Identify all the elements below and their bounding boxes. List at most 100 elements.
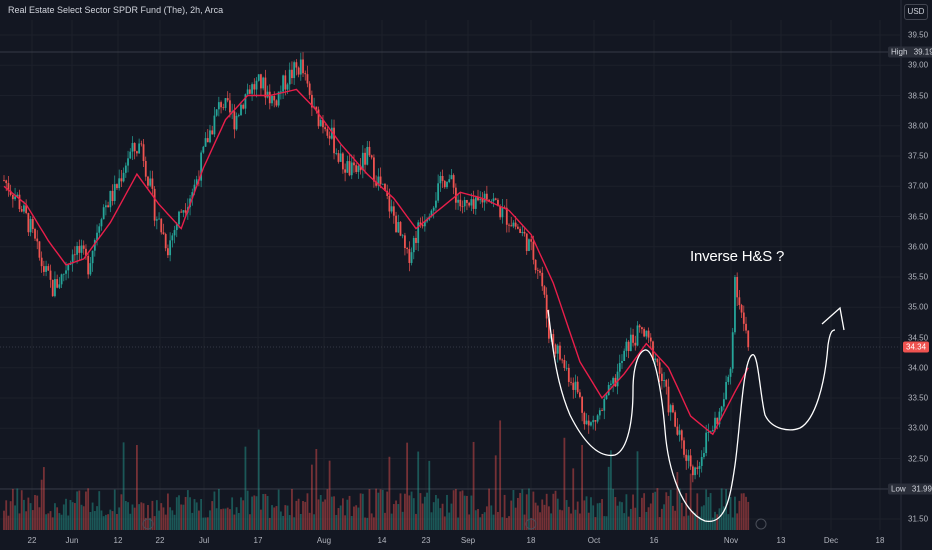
- volume-bar: [446, 494, 448, 530]
- volume-bar: [457, 517, 459, 530]
- volume-bar: [344, 515, 347, 530]
- candle-body: [392, 206, 395, 216]
- candle-body: [649, 337, 652, 342]
- volume-bar: [649, 503, 652, 530]
- volume-bar: [461, 490, 464, 530]
- moving-average-line: [3, 88, 749, 436]
- x-tick-label: 18: [526, 536, 536, 545]
- candle-body: [268, 91, 271, 104]
- x-tick-label: Jul: [198, 536, 210, 545]
- candle-body: [709, 431, 712, 433]
- volume-bar: [69, 499, 72, 530]
- candle-body: [215, 109, 218, 116]
- candle-body: [579, 392, 581, 397]
- volume-bar: [607, 466, 610, 530]
- candle-body: [718, 411, 721, 425]
- volume-bar: [676, 472, 679, 530]
- volume-bar: [691, 511, 694, 530]
- volume-bar: [248, 514, 251, 530]
- candle-body: [353, 162, 355, 166]
- volume-bar: [450, 503, 453, 530]
- volume-bar: [742, 493, 745, 530]
- volume-bar: [231, 497, 234, 530]
- volume-bar: [319, 494, 322, 530]
- volume-bar: [638, 516, 641, 530]
- candle-body: [73, 254, 76, 256]
- low-label-value: 31.99: [911, 484, 932, 494]
- volume-bar: [65, 498, 67, 530]
- volume-bar: [173, 514, 176, 530]
- volume-bar: [131, 504, 134, 530]
- candle-body: [625, 341, 628, 351]
- candle-body: [636, 325, 639, 346]
- volume-bar: [406, 442, 409, 530]
- volume-bar: [594, 517, 597, 530]
- candle-body: [623, 350, 626, 362]
- candle-body: [175, 224, 178, 231]
- candle-body: [324, 127, 327, 130]
- candle-body: [658, 362, 661, 374]
- inverse-head-shoulders-drawing[interactable]: [547, 309, 836, 522]
- candle-body: [459, 199, 462, 207]
- candle-body: [317, 109, 320, 127]
- volume-bar: [603, 516, 606, 530]
- candle-body: [432, 207, 435, 211]
- candle-body: [377, 176, 380, 186]
- volume-bar: [3, 510, 5, 530]
- candle-body: [67, 264, 70, 271]
- projection-arrow-drawing[interactable]: [821, 306, 845, 331]
- candle-body: [109, 190, 112, 208]
- candle-body: [140, 143, 143, 145]
- volume-bar: [286, 505, 289, 530]
- candle-body: [62, 273, 65, 275]
- candle-body: [373, 157, 375, 182]
- candle-body: [435, 200, 437, 208]
- volume-bar: [304, 501, 307, 530]
- volume-bar: [366, 517, 369, 530]
- event-icons[interactable]: [142, 518, 767, 530]
- candle-body: [722, 399, 725, 407]
- volume-bar: [302, 501, 304, 530]
- volume-bar: [133, 507, 136, 530]
- volume-bar: [386, 491, 389, 530]
- volume-bar: [357, 507, 360, 530]
- candle-body: [687, 455, 690, 461]
- candle-body: [570, 381, 572, 383]
- volume-bar: [202, 517, 205, 530]
- volume-bar: [514, 507, 517, 530]
- volume-bar: [206, 517, 209, 530]
- volume-bar: [629, 508, 632, 530]
- pattern-annotation[interactable]: Inverse H&S ?: [690, 248, 785, 265]
- volume-bar: [169, 507, 172, 530]
- candle-body: [729, 368, 732, 377]
- candle-body: [310, 94, 313, 108]
- volume-bar: [556, 498, 559, 530]
- volume-bar: [536, 505, 539, 530]
- candle-body: [262, 77, 265, 89]
- candle-body: [415, 237, 417, 243]
- volume-bar: [45, 514, 47, 530]
- currency-button[interactable]: USD: [904, 4, 928, 20]
- candle-body: [696, 467, 699, 469]
- candle-body: [461, 206, 464, 208]
- candle-body: [543, 286, 546, 295]
- candle-body: [667, 386, 670, 413]
- candle-body: [266, 91, 269, 98]
- candle-body: [470, 199, 473, 206]
- candle-body: [5, 180, 8, 184]
- volume-bar: [78, 490, 81, 530]
- volume-bar: [508, 516, 510, 530]
- volume-bar: [222, 508, 225, 530]
- volume-bar: [217, 488, 220, 530]
- volume-bar: [306, 493, 309, 530]
- volume-bar: [85, 491, 87, 530]
- candle-body: [284, 75, 287, 90]
- volume-bar: [665, 492, 668, 530]
- candle-body: [118, 178, 121, 189]
- volume-bar: [370, 513, 373, 530]
- volume-bar: [76, 491, 78, 530]
- volume-bar: [335, 514, 338, 530]
- candle-body: [698, 465, 701, 469]
- volume-bar: [40, 479, 43, 530]
